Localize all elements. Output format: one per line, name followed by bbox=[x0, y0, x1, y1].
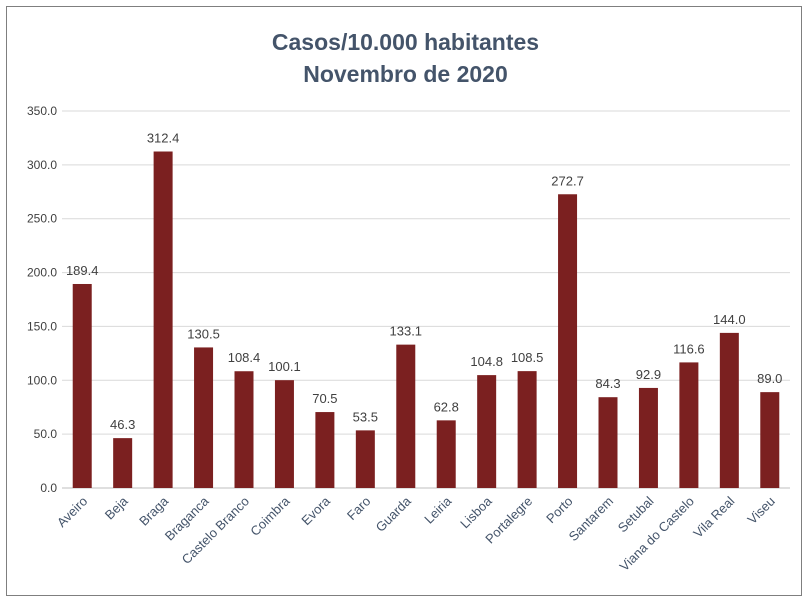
data-labels: 189.4 46.3 312.4 130.5 108.4 100.1 70.5 53.5 133… bbox=[66, 131, 782, 433]
y-tick-label: 300.0 bbox=[27, 158, 57, 172]
data-label: 100.1 bbox=[268, 359, 301, 374]
x-category-label: Aveiro bbox=[54, 494, 91, 531]
data-label: 272.7 bbox=[551, 173, 584, 188]
y-tick-label: 200.0 bbox=[27, 266, 57, 280]
data-label: 84.3 bbox=[595, 376, 620, 391]
x-category-label: Evora bbox=[298, 493, 333, 528]
data-label: 130.5 bbox=[187, 326, 220, 341]
x-category-label: Guarda bbox=[373, 493, 415, 535]
bar bbox=[153, 151, 173, 489]
chart-frame bbox=[6, 6, 802, 596]
data-label: 89.0 bbox=[757, 371, 782, 386]
x-category-label: Santarem bbox=[566, 494, 616, 544]
data-label: 189.4 bbox=[66, 263, 99, 278]
bar bbox=[274, 380, 294, 488]
data-label: 53.5 bbox=[353, 409, 378, 424]
bar bbox=[396, 344, 416, 488]
chart-title-line-2: Novembro de 2020 bbox=[303, 61, 508, 87]
x-category-label: Faro bbox=[344, 494, 374, 524]
bar bbox=[558, 194, 578, 489]
data-label: 104.8 bbox=[470, 354, 503, 369]
bar bbox=[760, 392, 780, 488]
y-tick-label: 250.0 bbox=[27, 212, 57, 226]
data-label: 62.8 bbox=[434, 399, 459, 414]
data-label: 92.9 bbox=[636, 367, 661, 382]
bar bbox=[719, 332, 739, 488]
bar bbox=[598, 397, 618, 488]
chart-title-line-1: Casos/10.000 habitantes bbox=[271, 29, 540, 55]
bar bbox=[234, 371, 254, 488]
x-category-label: Porto bbox=[543, 494, 576, 527]
y-tick-label: 50.0 bbox=[34, 427, 58, 441]
x-category-label: Viseu bbox=[744, 494, 777, 527]
data-label: 133.1 bbox=[390, 324, 423, 339]
x-category-label: Vila Real bbox=[690, 493, 737, 540]
x-category-label: Leiria bbox=[421, 493, 455, 527]
bar bbox=[315, 412, 335, 488]
bar bbox=[517, 371, 537, 488]
x-category-label: Braga bbox=[136, 493, 172, 529]
bar bbox=[194, 347, 214, 488]
chart-title: Casos/10.000 habitantes Novembro de 2020 bbox=[0, 26, 811, 90]
bar bbox=[436, 420, 456, 488]
data-label: 46.3 bbox=[110, 417, 135, 432]
bar bbox=[355, 430, 375, 488]
bar bbox=[72, 283, 92, 488]
data-label: 70.5 bbox=[312, 391, 337, 406]
y-tick-label: 350.0 bbox=[27, 104, 57, 118]
y-tick-label: 150.0 bbox=[27, 319, 57, 333]
data-label: 312.4 bbox=[147, 131, 180, 146]
y-tick-label: 100.0 bbox=[27, 373, 57, 387]
data-label: 108.4 bbox=[228, 350, 261, 365]
gridlines bbox=[62, 110, 790, 489]
data-label: 108.5 bbox=[511, 350, 544, 365]
x-category-label: Viana do Castelo bbox=[617, 494, 697, 574]
bar bbox=[679, 362, 699, 488]
data-label: 144.0 bbox=[713, 312, 746, 327]
bars bbox=[72, 151, 780, 489]
bar bbox=[638, 387, 658, 488]
x-category-label: Lisboa bbox=[457, 493, 495, 531]
y-tick-label: 0.0 bbox=[40, 481, 57, 495]
x-category-label: Coimbra bbox=[247, 493, 293, 539]
x-category-label: Beja bbox=[102, 493, 132, 523]
bar bbox=[477, 375, 497, 488]
bar bbox=[113, 438, 133, 488]
data-label: 116.6 bbox=[673, 341, 705, 356]
y-axis-tick-labels: 0.0 50.0 100.0 150.0 200.0 250.0 300.0 350.0 bbox=[27, 104, 57, 495]
